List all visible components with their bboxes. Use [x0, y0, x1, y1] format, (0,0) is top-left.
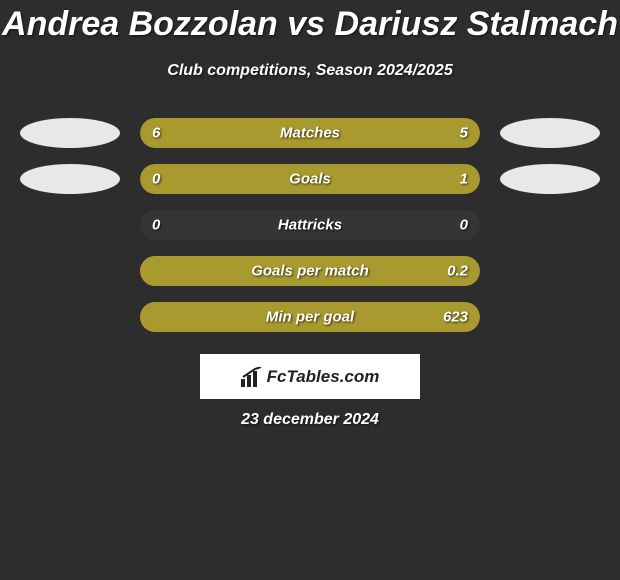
stat-bar-fill-right: [140, 302, 480, 332]
team-badge-left: [20, 118, 120, 148]
stat-row: 0 0Hattricks: [0, 210, 620, 240]
stat-row: 623Min per goal: [0, 302, 620, 332]
stat-bar-track: 01Goals: [140, 164, 480, 194]
badge-spacer: [20, 302, 120, 332]
stat-bar-fill-left: [140, 164, 208, 194]
stat-bar-track: 0 0Hattricks: [140, 210, 480, 240]
badge-spacer: [500, 256, 600, 286]
badge-spacer: [20, 210, 120, 240]
stat-value-left: 0: [152, 171, 160, 188]
stat-row: 65Matches: [0, 118, 620, 148]
stat-label: Hattricks: [140, 217, 480, 234]
stat-bar-fill-left: [140, 118, 327, 148]
stat-value-left: 6: [152, 125, 160, 142]
team-badge-right: [500, 164, 600, 194]
stat-bar-fill-right: [327, 118, 480, 148]
date-text: 23 december 2024: [0, 411, 620, 429]
subtitle: Club competitions, Season 2024/2025: [0, 62, 620, 80]
stat-value-right: 0.2: [447, 263, 468, 280]
badge-spacer: [500, 210, 600, 240]
stat-value-right: 0: [460, 217, 468, 234]
comparison-card: Andrea Bozzolan vs Dariusz Stalmach Club…: [0, 0, 620, 429]
team-badge-right: [500, 118, 600, 148]
stat-bar-track: 0.2Goals per match: [140, 256, 480, 286]
stats-list: 65Matches01Goals00Hattricks0.2Goals per …: [0, 118, 620, 332]
logo-box[interactable]: FcTables.com: [200, 354, 420, 399]
stat-value-right: 1: [460, 171, 468, 188]
stat-bar-fill-right: [140, 256, 480, 286]
stat-bar-track: 623Min per goal: [140, 302, 480, 332]
stat-value-right: 5: [460, 125, 468, 142]
badge-spacer: [500, 302, 600, 332]
stat-value-right: 623: [443, 309, 468, 326]
chart-icon: [241, 367, 263, 387]
stat-bar-track: 65Matches: [140, 118, 480, 148]
page-title: Andrea Bozzolan vs Dariusz Stalmach: [0, 5, 620, 44]
team-badge-left: [20, 164, 120, 194]
logo-text: FcTables.com: [267, 367, 380, 387]
stat-row: 01Goals: [0, 164, 620, 194]
stat-bar-fill-right: [208, 164, 480, 194]
badge-spacer: [20, 256, 120, 286]
stat-row: 0.2Goals per match: [0, 256, 620, 286]
stat-value-left: 0: [152, 217, 160, 234]
